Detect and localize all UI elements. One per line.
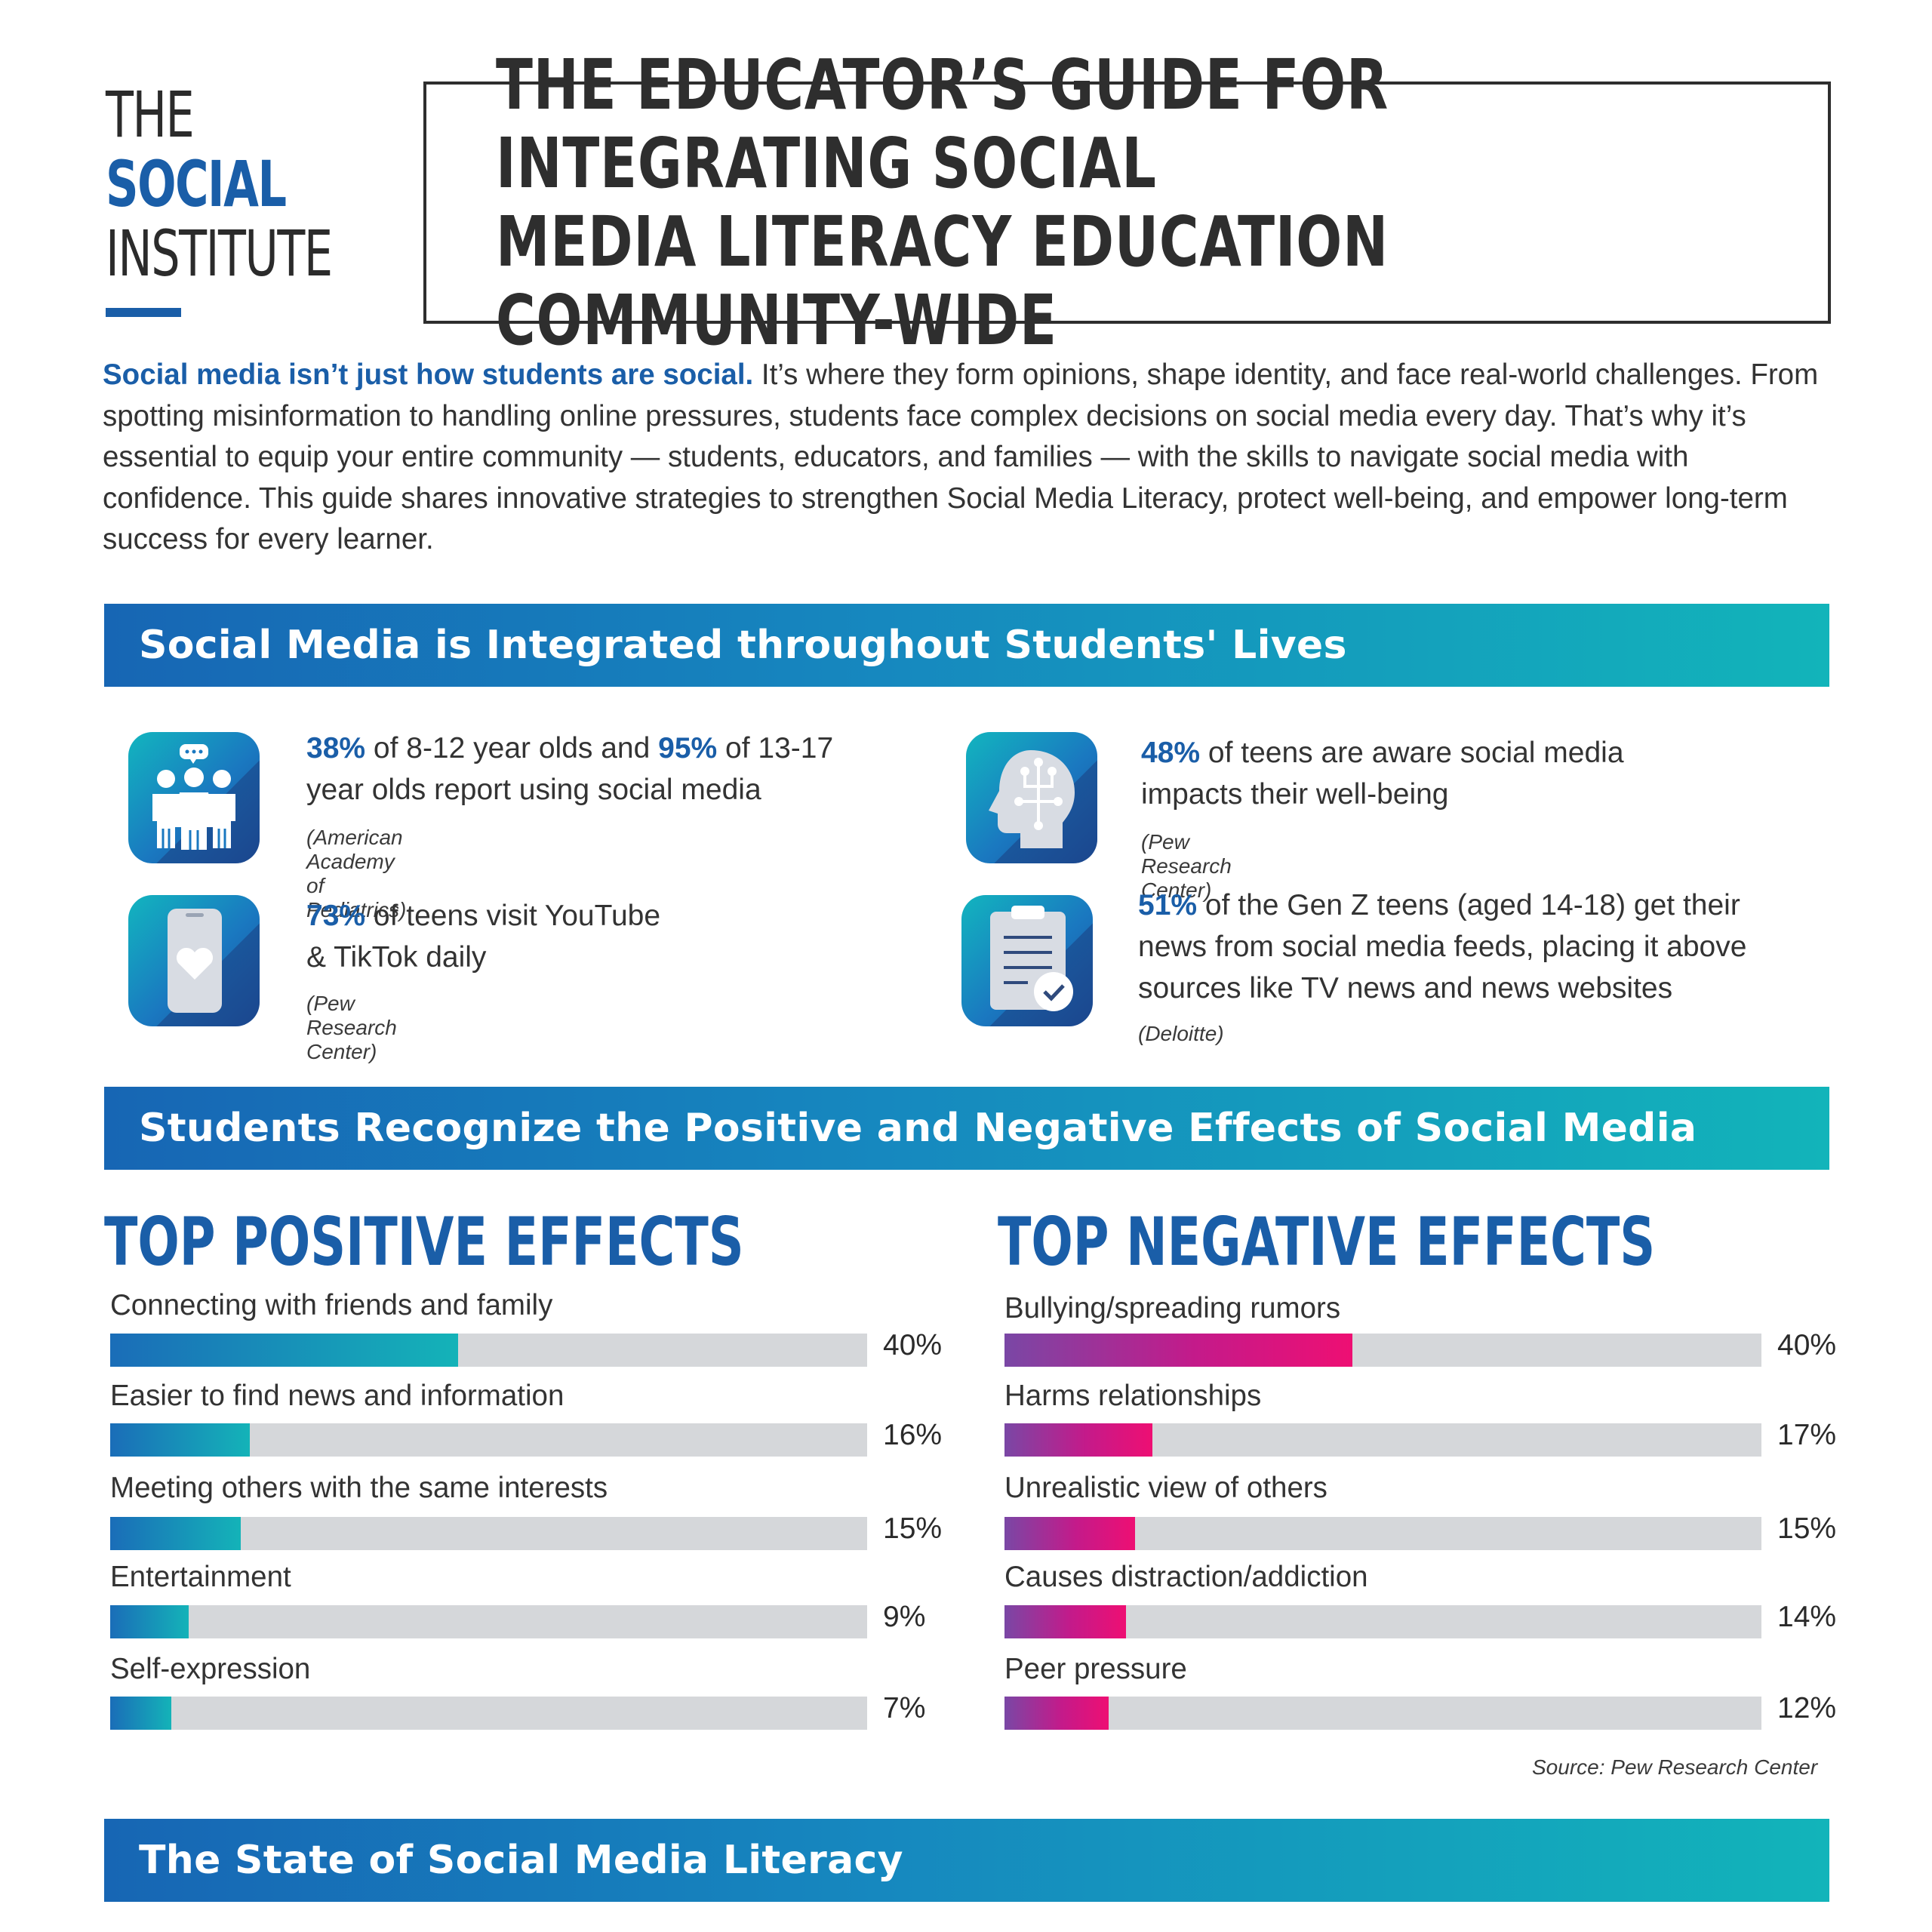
stat-usage-text-a: of 8-12 year olds and — [365, 732, 659, 764]
stat-youtube-text-a: of teens visit YouTube — [365, 900, 661, 932]
negative-effect-value: 14% — [1777, 1601, 1837, 1633]
negative-effect-label: Bullying/spreading rumors — [1004, 1292, 1341, 1324]
negative-effect-bar — [1004, 1605, 1127, 1638]
negative-effect-bar — [1004, 1334, 1353, 1367]
positive-effect-bar-track — [110, 1517, 867, 1550]
stat-usage-pct-kids: 38% — [306, 732, 366, 764]
stat-usage-source: (American Academy of Pediatrics) — [306, 826, 407, 921]
stat-wellbeing-text-a: of teens are aware social media — [1200, 737, 1624, 769]
phone-heart-icon — [128, 895, 260, 1026]
clipboard-check-icon — [961, 895, 1093, 1026]
intro-lead: Social media isn’t just how students are… — [103, 358, 754, 391]
section-title-literacy: The State of Social Media Literacy — [139, 1838, 903, 1883]
positive-effect-bar-track — [110, 1697, 867, 1730]
family-chat-icon — [128, 732, 260, 863]
stat-news-text: 51% of the Gen Z teens (aged 14-18) get … — [1138, 884, 1893, 1009]
negative-effect-value: 15% — [1777, 1512, 1837, 1545]
section-banner-integrated: Social Media is Integrated throughout St… — [104, 604, 1829, 687]
section-title-effects: Students Recognize the Positive and Nega… — [139, 1106, 1697, 1151]
negative-effect-value: 12% — [1777, 1692, 1837, 1724]
stat-wellbeing-text-line2: impacts their well-being — [1141, 778, 1449, 811]
logo-line-the: THE — [106, 78, 195, 152]
intro-paragraph: Social media isn’t just how students are… — [103, 355, 1838, 561]
positive-effect-value: 15% — [883, 1512, 943, 1545]
stat-wellbeing-pct: 48% — [1141, 737, 1201, 769]
positive-effect-bar-track — [110, 1423, 867, 1457]
stat-news-source: (Deloitte) — [1138, 1022, 1224, 1045]
negative-effect-label: Causes distraction/addiction — [1004, 1561, 1368, 1593]
effects-source: Source: Pew Research Center — [1532, 1755, 1818, 1779]
negative-effect-value: 40% — [1777, 1329, 1837, 1361]
stat-news-text-a: of the Gen Z teens (aged 14-18) get thei… — [1197, 889, 1740, 921]
positive-effect-label: Connecting with friends and family — [110, 1289, 553, 1321]
positive-effect-bar — [110, 1334, 459, 1367]
logo-line-social: SOCIAL — [106, 147, 287, 221]
negative-effect-bar-track — [1004, 1697, 1761, 1730]
page-title: THE EDUCATOR’S GUIDE FOR INTEGRATING SOC… — [496, 44, 1389, 361]
stat-youtube-text-line2: & TikTok daily — [306, 941, 487, 974]
positive-effect-bar — [110, 1517, 242, 1550]
logo-underline — [106, 308, 181, 317]
positive-effect-bar-track — [110, 1605, 867, 1638]
negative-effect-bar-track — [1004, 1605, 1761, 1638]
stat-news-text-line2: news from social media feeds, placing it… — [1138, 931, 1747, 963]
positive-effect-label: Entertainment — [110, 1561, 291, 1593]
stat-youtube-source: (Pew Research Center) — [306, 992, 397, 1063]
stat-usage-text-b: of 13-17 — [717, 732, 834, 764]
title-box: THE EDUCATOR’S GUIDE FOR INTEGRATING SOC… — [423, 45, 1831, 359]
positive-effects-title: TOP POSITIVE EFFECTS — [104, 1203, 744, 1281]
stat-news-text-line3: sources like TV news and news websites — [1138, 972, 1673, 1004]
positive-effect-bar — [110, 1605, 189, 1638]
negative-effect-bar — [1004, 1697, 1109, 1730]
positive-effect-bar-track — [110, 1334, 867, 1367]
stat-youtube-text: 73% of teens visit YouTube & TikTok dail… — [306, 895, 986, 978]
positive-effect-value: 9% — [883, 1601, 926, 1633]
stat-usage-text-line2: year olds report using social media — [306, 774, 761, 806]
negative-effect-bar-track — [1004, 1423, 1761, 1457]
stat-wellbeing-text: 48% of teens are aware social media impa… — [1141, 732, 1820, 815]
positive-effect-value: 16% — [883, 1419, 943, 1451]
section-banner-effects: Students Recognize the Positive and Nega… — [104, 1087, 1829, 1170]
brain-head-icon — [966, 732, 1097, 863]
negative-effect-bar — [1004, 1423, 1153, 1457]
section-title-integrated: Social Media is Integrated throughout St… — [139, 623, 1347, 668]
positive-effect-bar — [110, 1697, 171, 1730]
negative-effects-title: TOP NEGATIVE EFFECTS — [998, 1203, 1656, 1281]
negative-effect-value: 17% — [1777, 1419, 1837, 1451]
positive-effect-value: 7% — [883, 1692, 926, 1724]
logo: THE SOCIAL INSTITUTE — [106, 78, 347, 317]
negative-effect-label: Peer pressure — [1004, 1653, 1187, 1685]
stat-usage-text: 38% of 8-12 year olds and 95% of 13-17 y… — [306, 728, 986, 811]
positive-effect-value: 40% — [883, 1329, 943, 1361]
intro-body: It’s where they form opinions, shape ide… — [103, 358, 1819, 555]
section-banner-literacy: The State of Social Media Literacy — [104, 1819, 1829, 1902]
negative-effect-label: Unrealistic view of others — [1004, 1472, 1327, 1504]
positive-effect-label: Self-expression — [110, 1653, 311, 1685]
positive-effect-bar — [110, 1423, 250, 1457]
negative-effect-bar-track — [1004, 1517, 1761, 1550]
stat-news-pct: 51% — [1138, 889, 1198, 921]
positive-effect-label: Easier to find news and information — [110, 1380, 565, 1412]
logo-line-institute: INSTITUTE — [106, 217, 333, 291]
stat-usage-pct-teens: 95% — [658, 732, 718, 764]
positive-effect-label: Meeting others with the same interests — [110, 1472, 608, 1504]
stat-youtube-pct: 73% — [306, 900, 366, 932]
negative-effect-label: Harms relationships — [1004, 1380, 1262, 1412]
stat-wellbeing-source: (Pew Research Center) — [1141, 830, 1232, 902]
negative-effect-bar — [1004, 1517, 1136, 1550]
negative-effect-bar-track — [1004, 1334, 1761, 1367]
